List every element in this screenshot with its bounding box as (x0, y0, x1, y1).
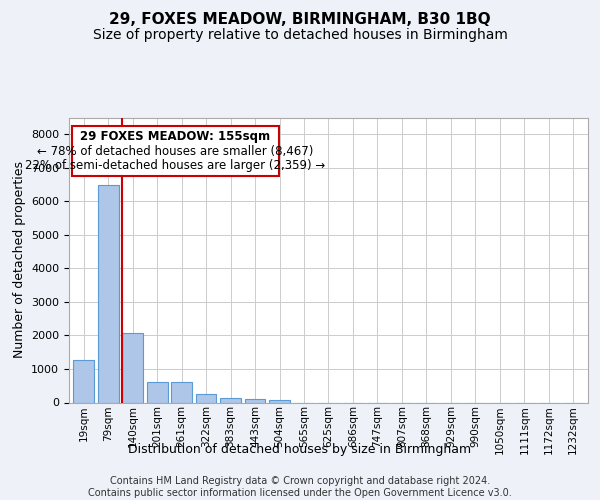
Bar (73, 360, 94, 403)
Bar (269, 400, 290, 402)
Bar (196, 394, 217, 402)
Bar (245, 400, 265, 402)
Bar (171, 382, 192, 402)
Bar (220, 398, 241, 402)
Bar (98, 184, 119, 402)
Text: Size of property relative to detached houses in Birmingham: Size of property relative to detached ho… (92, 28, 508, 42)
Text: 29, FOXES MEADOW, BIRMINGHAM, B30 1BQ: 29, FOXES MEADOW, BIRMINGHAM, B30 1BQ (109, 12, 491, 28)
Text: Distribution of detached houses by size in Birmingham: Distribution of detached houses by size … (128, 442, 472, 456)
FancyBboxPatch shape (71, 126, 279, 176)
Y-axis label: Number of detached properties: Number of detached properties (13, 162, 26, 358)
Text: Contains HM Land Registry data © Crown copyright and database right 2024.
Contai: Contains HM Land Registry data © Crown c… (88, 476, 512, 498)
Text: 29 FOXES MEADOW: 155sqm: 29 FOXES MEADOW: 155sqm (80, 130, 271, 143)
Bar (122, 334, 143, 402)
Text: ← 78% of detached houses are smaller (8,467): ← 78% of detached houses are smaller (8,… (37, 144, 314, 158)
Text: 22% of semi-detached houses are larger (2,359) →: 22% of semi-detached houses are larger (… (25, 159, 326, 172)
Bar (147, 382, 167, 402)
